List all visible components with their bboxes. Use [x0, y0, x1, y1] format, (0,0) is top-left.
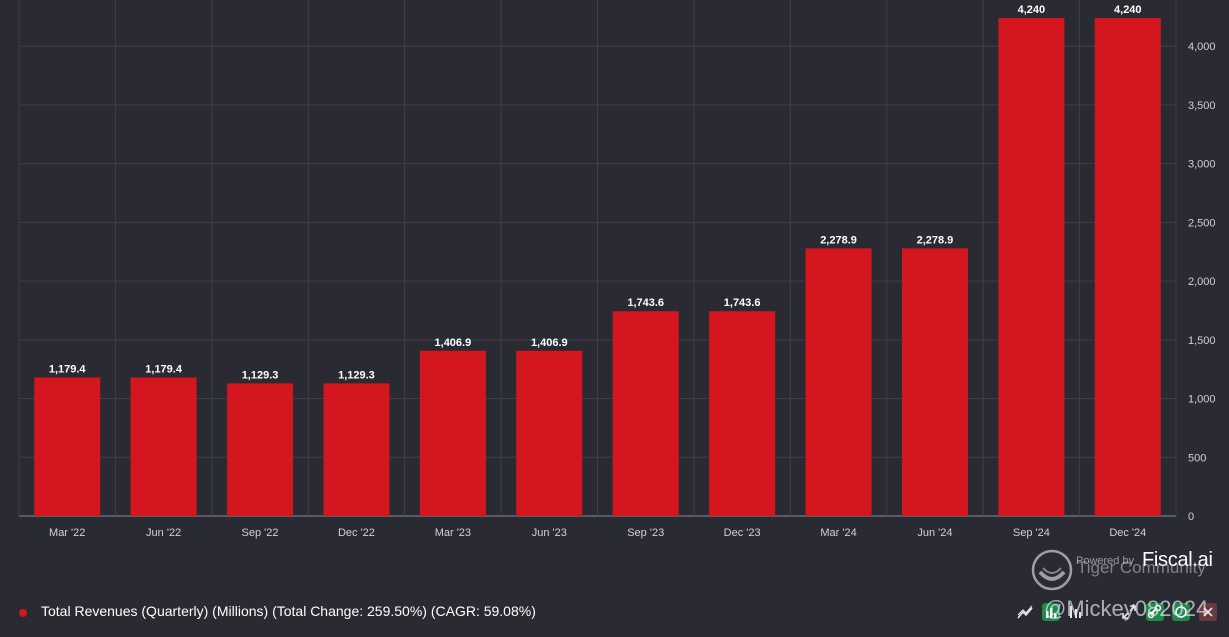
- x-tick-label: Mar '23: [435, 527, 471, 539]
- bar-chart-icon[interactable]: [1042, 603, 1060, 621]
- x-tick-label: Sep '22: [242, 527, 279, 539]
- bar-value-label: 1,179.4: [49, 363, 87, 375]
- x-tick-label: Mar '22: [49, 527, 85, 539]
- bar-value-label: 1,179.4: [145, 363, 183, 375]
- y-tick-label: 0: [1188, 511, 1194, 523]
- x-tick-label: Jun '22: [146, 527, 181, 539]
- bar-value-label: 1,406.9: [435, 337, 472, 349]
- powered-by-text: Powered by: [1076, 555, 1135, 567]
- bar[interactable]: [1094, 18, 1161, 516]
- bars: [34, 18, 1161, 517]
- bar[interactable]: [130, 377, 197, 516]
- bar-value-label: 1,129.3: [338, 369, 375, 381]
- bar[interactable]: [998, 18, 1065, 516]
- x-tick-label: Mar '24: [820, 527, 856, 539]
- bar[interactable]: [419, 350, 486, 516]
- y-tick-label: 3,000: [1188, 159, 1216, 171]
- legend-bar: Total Revenues (Quarterly) (Millions) (T…: [0, 597, 1229, 637]
- expand-icon[interactable]: [1120, 603, 1138, 621]
- trend-line-icon[interactable]: [1016, 604, 1034, 622]
- user-watermark: @Mickey082024: [1044, 596, 1209, 621]
- grid-lines: [18, 0, 1177, 517]
- bar[interactable]: [34, 377, 101, 516]
- y-tick-label: 4,000: [1188, 41, 1216, 53]
- bar-value-labels: 1,179.4 1,179.4 1,129.3 1,129.3 1,406.9 1,406…: [49, 4, 1142, 381]
- bar-value-label: 1,406.9: [531, 337, 568, 349]
- x-tick-label: Sep '24: [1013, 527, 1050, 539]
- bar-value-label: 1,743.6: [627, 297, 664, 309]
- tiger-community-logo-icon: [1031, 549, 1073, 591]
- bar[interactable]: [709, 311, 776, 516]
- bar[interactable]: [612, 311, 679, 516]
- candlestick-icon[interactable]: [1066, 603, 1084, 621]
- tiger-community-watermark: Tiger Community: [1077, 558, 1206, 577]
- bar-value-label: 2,278.9: [917, 234, 954, 246]
- x-axis-labels: Mar '22 Jun '22 Sep '22 Dec '22 Mar '23 Jun '…: [49, 527, 1146, 539]
- bar[interactable]: [227, 383, 294, 516]
- legend-series-label[interactable]: Total Revenues (Quarterly) (Millions) (T…: [41, 603, 536, 619]
- y-axis-labels: 0 500 1,000 1,500 2,000 2,500 3,000 3,500 4,000: [1188, 41, 1216, 523]
- bar-value-label: 1,129.3: [242, 369, 279, 381]
- bar[interactable]: [901, 248, 968, 517]
- y-tick-label: 3,500: [1188, 100, 1216, 112]
- refresh-icon[interactable]: [1172, 603, 1190, 621]
- fiscal-ai-brand: Fiscal.ai: [1142, 549, 1213, 571]
- y-tick-label: 500: [1188, 452, 1206, 464]
- x-tick-label: Jun '24: [917, 527, 952, 539]
- y-tick-label: 1,000: [1188, 394, 1216, 406]
- x-tick-label: Jun '23: [532, 527, 567, 539]
- bar-value-label: 1,743.6: [724, 297, 761, 309]
- y-tick-label: 2,000: [1188, 276, 1216, 288]
- bar[interactable]: [805, 248, 872, 517]
- x-tick-label: Dec '24: [1109, 527, 1146, 539]
- x-tick-label: Sep '23: [627, 527, 664, 539]
- revenue-bar-chart: 1,179.4 1,179.4 1,129.3 1,129.3 1,406.9 1,406…: [18, 0, 1216, 539]
- y-tick-label: 2,500: [1188, 217, 1216, 229]
- bar-value-label: 2,278.9: [820, 234, 857, 246]
- legend-series-dot[interactable]: [19, 609, 27, 617]
- bar-value-label: 4,240: [1114, 4, 1142, 16]
- x-tick-label: Dec '23: [724, 527, 761, 539]
- y-tick-label: 1,500: [1188, 335, 1216, 347]
- bar-value-label: 4,240: [1018, 4, 1046, 16]
- link-icon[interactable]: [1146, 603, 1164, 621]
- bar[interactable]: [323, 383, 390, 516]
- x-tick-label: Dec '22: [338, 527, 375, 539]
- close-icon[interactable]: [1199, 603, 1217, 621]
- bar[interactable]: [516, 350, 583, 516]
